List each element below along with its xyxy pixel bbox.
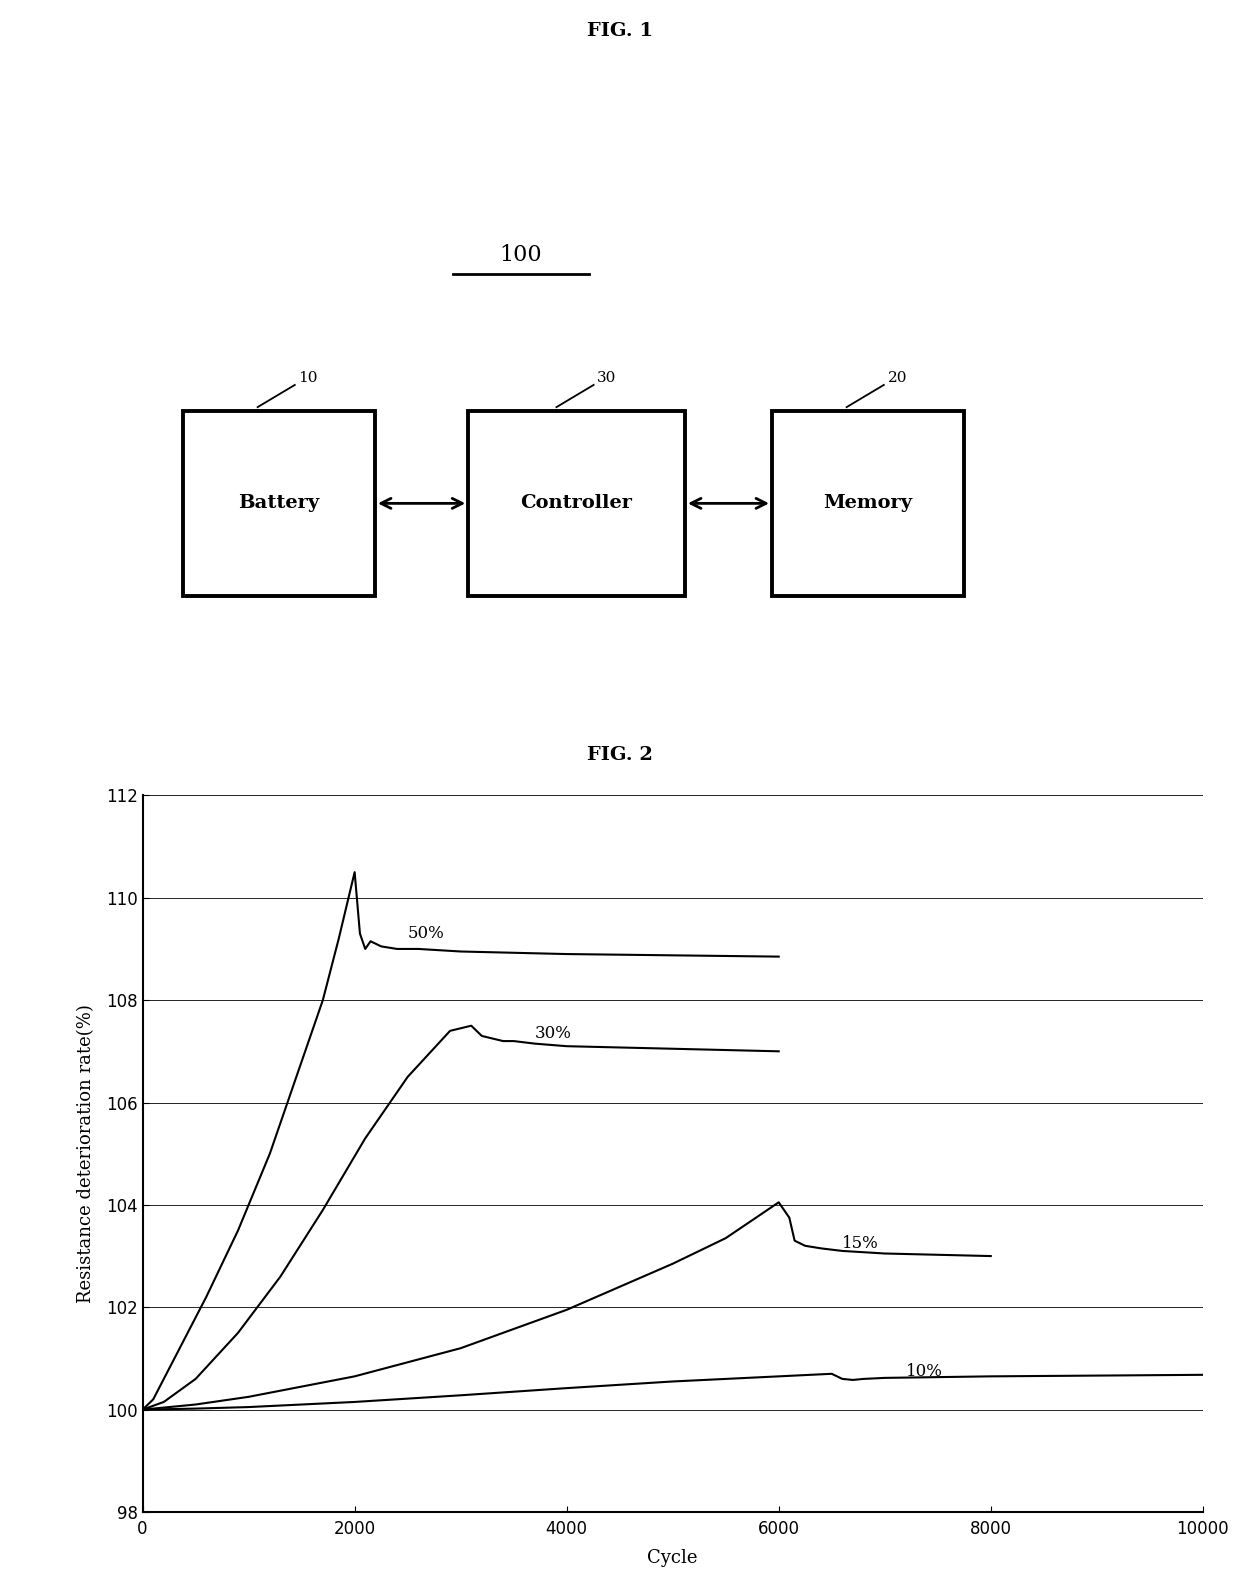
Text: Memory: Memory bbox=[823, 495, 913, 512]
FancyBboxPatch shape bbox=[469, 411, 684, 595]
FancyBboxPatch shape bbox=[184, 411, 374, 595]
Text: 20: 20 bbox=[888, 372, 906, 384]
X-axis label: Cycle: Cycle bbox=[647, 1550, 698, 1567]
Text: FIG. 1: FIG. 1 bbox=[587, 22, 653, 41]
Text: 15%: 15% bbox=[842, 1235, 879, 1252]
Text: 50%: 50% bbox=[408, 925, 444, 942]
Text: 10%: 10% bbox=[906, 1362, 942, 1380]
Text: FIG. 2: FIG. 2 bbox=[587, 747, 653, 764]
Y-axis label: Resistance deterioration rate(%): Resistance deterioration rate(%) bbox=[77, 1005, 94, 1303]
Text: Controller: Controller bbox=[521, 495, 632, 512]
Text: 10: 10 bbox=[299, 372, 317, 384]
Text: 30%: 30% bbox=[534, 1025, 572, 1043]
FancyBboxPatch shape bbox=[771, 411, 965, 595]
Text: Battery: Battery bbox=[238, 495, 320, 512]
Text: 30: 30 bbox=[598, 372, 616, 384]
Text: 100: 100 bbox=[500, 244, 542, 266]
